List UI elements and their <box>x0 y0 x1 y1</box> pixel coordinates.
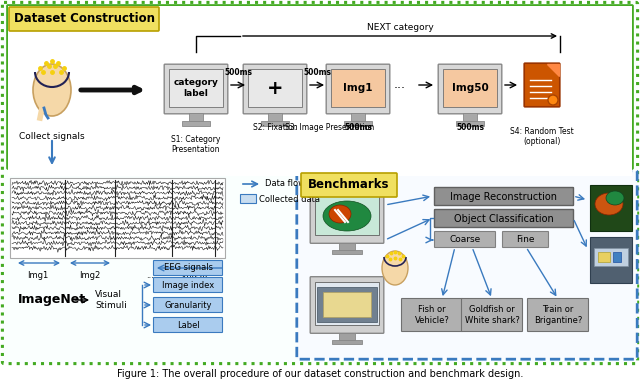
Text: Img50: Img50 <box>452 83 488 93</box>
FancyBboxPatch shape <box>310 187 384 243</box>
FancyBboxPatch shape <box>9 7 159 31</box>
Bar <box>339 243 355 250</box>
FancyBboxPatch shape <box>401 298 463 331</box>
FancyBboxPatch shape <box>154 278 223 293</box>
Bar <box>590 237 632 283</box>
Text: Visual
Stimuli: Visual Stimuli <box>95 290 127 310</box>
Text: Data flow: Data flow <box>265 179 305 189</box>
Text: Coarse: Coarse <box>449 235 481 244</box>
Text: EEG signals: EEG signals <box>163 263 212 273</box>
FancyBboxPatch shape <box>502 232 548 248</box>
FancyBboxPatch shape <box>527 298 589 331</box>
FancyBboxPatch shape <box>154 260 223 275</box>
Bar <box>613 252 621 262</box>
FancyBboxPatch shape <box>301 173 397 197</box>
Bar <box>315 281 379 324</box>
Bar <box>594 248 628 266</box>
Text: NEXT category: NEXT category <box>367 23 433 32</box>
Bar <box>598 252 610 262</box>
Text: Collect signals: Collect signals <box>19 132 85 141</box>
Bar <box>169 69 223 107</box>
Text: Train or
Brigantine?: Train or Brigantine? <box>534 305 582 325</box>
Bar <box>351 113 365 121</box>
Bar <box>344 121 372 126</box>
Text: Granularity: Granularity <box>164 301 212 310</box>
FancyBboxPatch shape <box>461 298 522 331</box>
Bar <box>240 194 256 203</box>
Bar <box>331 69 385 107</box>
Bar <box>317 286 377 321</box>
Ellipse shape <box>33 64 71 116</box>
FancyBboxPatch shape <box>154 298 223 313</box>
Bar <box>182 121 210 126</box>
Text: +: + <box>267 78 284 98</box>
Ellipse shape <box>329 205 351 223</box>
Text: ImageNet: ImageNet <box>18 293 86 306</box>
Bar <box>10 178 225 258</box>
Bar <box>443 69 497 107</box>
Bar <box>339 333 355 339</box>
Text: ...: ... <box>394 78 406 91</box>
Text: Figure 1: The overall procedure of our dataset construction and benchmark design: Figure 1: The overall procedure of our d… <box>117 369 523 379</box>
Bar <box>590 185 632 231</box>
FancyBboxPatch shape <box>164 64 228 114</box>
FancyBboxPatch shape <box>154 318 223 333</box>
Bar <box>8 6 632 176</box>
Bar <box>248 69 302 107</box>
Bar <box>332 250 362 253</box>
FancyBboxPatch shape <box>435 232 495 248</box>
Bar <box>332 339 362 344</box>
Polygon shape <box>547 64 559 76</box>
Text: S4: Random Test
(optional): S4: Random Test (optional) <box>510 127 574 146</box>
FancyBboxPatch shape <box>310 277 384 333</box>
FancyBboxPatch shape <box>524 63 560 107</box>
Text: ...: ... <box>146 271 154 280</box>
Bar <box>456 121 484 126</box>
Text: 500ms: 500ms <box>344 123 372 132</box>
Text: Fish or
Vehicle?: Fish or Vehicle? <box>415 305 449 325</box>
Bar <box>189 113 203 121</box>
Text: category
label: category label <box>173 78 218 98</box>
Text: S2: Fixation: S2: Fixation <box>253 123 298 132</box>
Ellipse shape <box>548 95 558 105</box>
FancyBboxPatch shape <box>3 2 637 364</box>
Ellipse shape <box>323 201 371 231</box>
Text: Image Reconstruction: Image Reconstruction <box>451 192 557 202</box>
Bar <box>268 113 282 121</box>
Text: Goldfish or
White shark?: Goldfish or White shark? <box>465 305 520 325</box>
Text: Img50: Img50 <box>180 271 207 280</box>
FancyBboxPatch shape <box>326 64 390 114</box>
Bar <box>261 121 289 126</box>
FancyBboxPatch shape <box>297 171 637 359</box>
Text: S1: Category
Presentation: S1: Category Presentation <box>172 135 221 154</box>
Ellipse shape <box>595 193 623 215</box>
Text: Img1: Img1 <box>28 271 49 280</box>
Bar <box>323 291 371 316</box>
Text: Dataset Construction: Dataset Construction <box>13 13 154 25</box>
Ellipse shape <box>606 191 624 205</box>
Text: 500ms: 500ms <box>224 68 252 77</box>
Text: 500ms: 500ms <box>303 68 331 77</box>
FancyBboxPatch shape <box>243 64 307 114</box>
Text: Img1: Img1 <box>343 83 372 93</box>
Text: Img2: Img2 <box>79 271 100 280</box>
Text: S3: Image Presentation: S3: Image Presentation <box>285 123 374 132</box>
Text: 500ms: 500ms <box>456 123 484 132</box>
Text: Label: Label <box>177 321 200 329</box>
Text: Collected data: Collected data <box>259 195 320 204</box>
Ellipse shape <box>382 251 408 285</box>
Text: Object Classification: Object Classification <box>454 214 554 223</box>
Text: Image index: Image index <box>162 280 214 290</box>
FancyBboxPatch shape <box>438 64 502 114</box>
FancyBboxPatch shape <box>435 187 573 205</box>
FancyBboxPatch shape <box>435 210 573 227</box>
Bar <box>315 192 379 235</box>
Bar <box>463 113 477 121</box>
Text: Benchmarks: Benchmarks <box>308 179 390 192</box>
Text: Fine: Fine <box>516 235 535 244</box>
